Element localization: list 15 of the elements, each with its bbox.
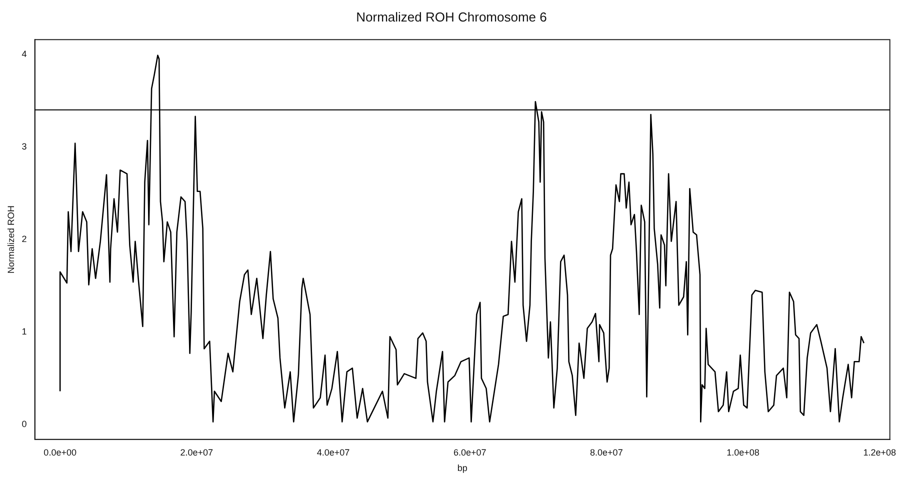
y-tick-label: 4 — [22, 48, 27, 59]
x-tick-label: 6.0e+07 — [453, 447, 486, 458]
y-axis-title: Normalized ROH — [6, 205, 16, 274]
x-tick-label: 2.0e+07 — [180, 447, 214, 458]
x-tick-label: 1.2e+08 — [863, 447, 896, 458]
y-tick-label: 2 — [22, 234, 27, 244]
y-tick-label: 3 — [22, 141, 27, 152]
x-tick-label: 0.0e+00 — [44, 447, 76, 458]
chart-title: Normalized ROH Chromosome 6 — [356, 9, 547, 24]
y-tick-label: 1 — [22, 326, 27, 337]
x-tick-label: 4.0e+07 — [316, 447, 350, 458]
y-tick-label: 0 — [22, 419, 27, 430]
x-tick-label: 1.0e+08 — [726, 447, 760, 458]
x-tick-label: 8.0e+07 — [590, 447, 623, 458]
x-axis-title: bp — [457, 463, 468, 474]
